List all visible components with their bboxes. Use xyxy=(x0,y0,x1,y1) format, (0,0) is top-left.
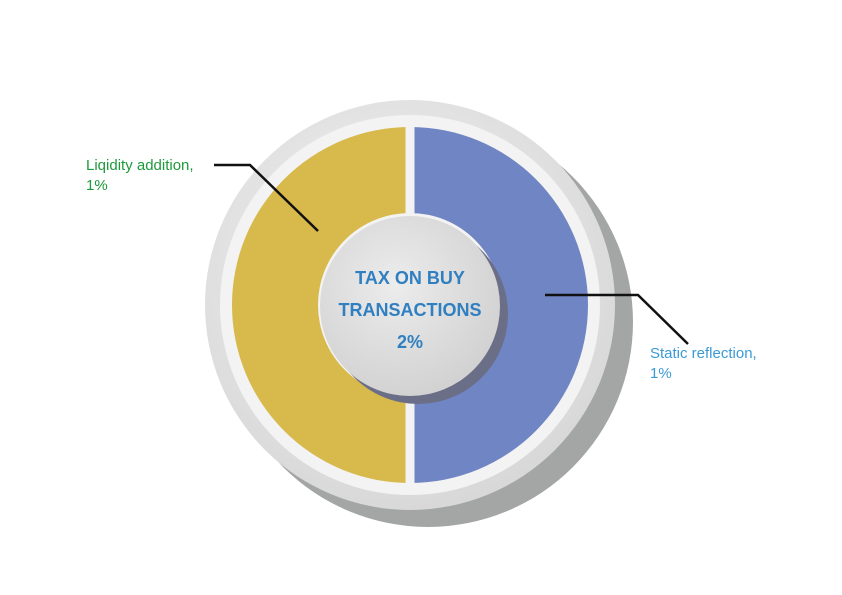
leader-line-liquidity xyxy=(214,163,319,232)
slice-label-reflection: Static reflection, xyxy=(650,345,757,362)
slice-value-liquidity: 1% xyxy=(86,177,108,194)
center-title-line2: TRANSACTIONS xyxy=(339,300,482,320)
center-hub xyxy=(320,216,500,396)
center-title-line1: TAX ON BUY xyxy=(355,268,465,288)
slice-value-reflection: 1% xyxy=(650,365,672,382)
leader-line-reflection xyxy=(545,293,689,345)
slice-label-liquidity: Liqidity addition, xyxy=(86,157,194,174)
center-total: 2% xyxy=(397,332,423,352)
slice-liquidity-addition xyxy=(232,127,410,483)
